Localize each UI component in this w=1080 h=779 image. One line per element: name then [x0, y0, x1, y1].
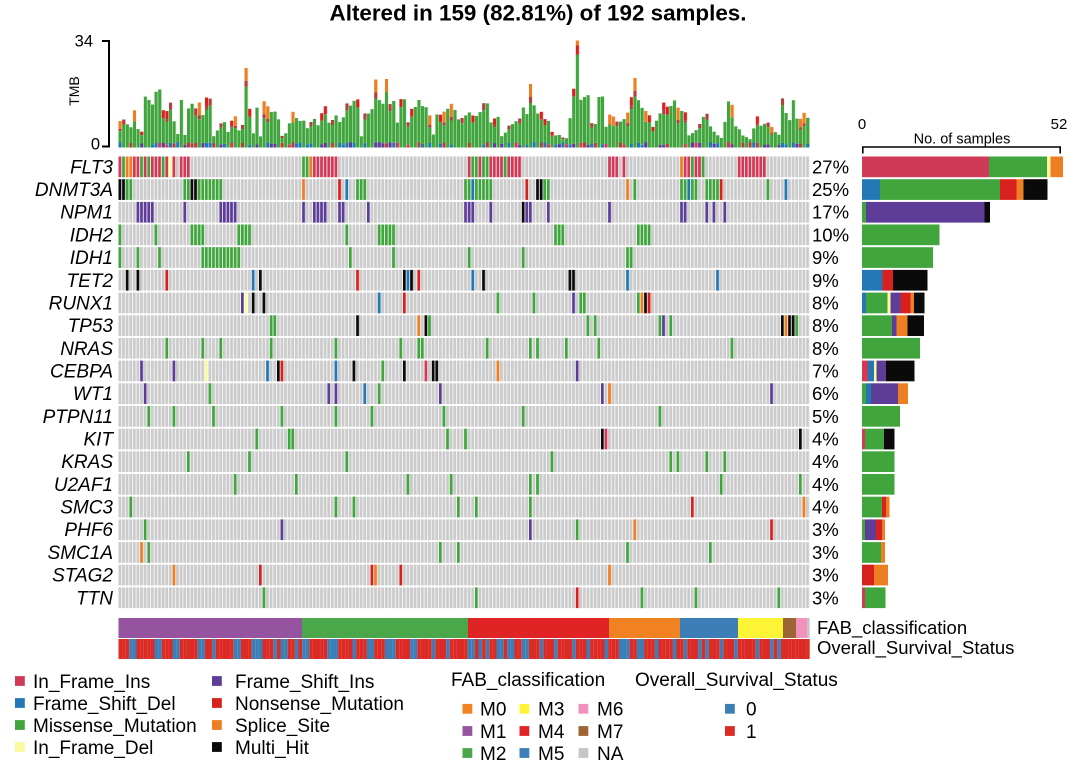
svg-text:Nonsense_Mutation: Nonsense_Mutation	[235, 694, 404, 715]
svg-text:4%: 4%	[812, 497, 839, 518]
svg-text:WT1: WT1	[73, 384, 113, 405]
svg-text:PHF6: PHF6	[64, 520, 113, 541]
svg-text:10%: 10%	[812, 224, 849, 245]
svg-text:IDH2: IDH2	[70, 225, 114, 246]
svg-text:17%: 17%	[812, 202, 849, 223]
svg-text:52: 52	[1051, 116, 1068, 133]
svg-text:IDH1: IDH1	[70, 248, 113, 269]
svg-text:M6: M6	[597, 700, 623, 721]
svg-text:3%: 3%	[812, 519, 839, 540]
svg-text:27%: 27%	[812, 156, 849, 177]
svg-text:Altered in 159 (82.81%) of 192: Altered in 159 (82.81%) of 192 samples.	[330, 1, 747, 26]
svg-text:M4: M4	[538, 722, 565, 743]
svg-text:DNMT3A: DNMT3A	[35, 180, 113, 201]
svg-text:No. of samples: No. of samples	[914, 132, 1011, 148]
svg-text:Multi_Hit: Multi_Hit	[235, 738, 310, 759]
svg-text:0: 0	[746, 700, 757, 721]
svg-text:TET2: TET2	[67, 271, 114, 292]
svg-text:1: 1	[746, 722, 757, 743]
svg-text:M3: M3	[538, 700, 564, 721]
svg-text:In_Frame_Del: In_Frame_Del	[33, 738, 153, 759]
svg-text:NRAS: NRAS	[60, 339, 113, 360]
svg-text:8%: 8%	[812, 315, 839, 336]
svg-text:34: 34	[75, 33, 93, 51]
svg-text:3%: 3%	[812, 565, 839, 586]
svg-text:Frame_Shift_Ins: Frame_Shift_Ins	[235, 672, 374, 693]
svg-text:TTN: TTN	[76, 588, 113, 609]
svg-text:SMC3: SMC3	[60, 498, 113, 519]
svg-text:4%: 4%	[812, 451, 839, 472]
svg-text:5%: 5%	[812, 406, 839, 427]
svg-text:NPM1: NPM1	[60, 203, 113, 224]
svg-text:KIT: KIT	[83, 430, 114, 451]
svg-text:M7: M7	[597, 722, 623, 743]
svg-text:9%: 9%	[812, 270, 839, 291]
svg-text:4%: 4%	[812, 474, 839, 495]
svg-text:M5: M5	[538, 744, 564, 765]
svg-text:0: 0	[858, 116, 866, 133]
svg-text:3%: 3%	[812, 542, 839, 563]
svg-text:FLT3: FLT3	[70, 157, 113, 178]
svg-text:U2AF1: U2AF1	[54, 475, 113, 496]
svg-text:4%: 4%	[812, 429, 839, 450]
svg-text:PTPN11: PTPN11	[43, 407, 113, 428]
svg-text:Frame_Shift_Del: Frame_Shift_Del	[33, 694, 176, 715]
svg-text:In_Frame_Ins: In_Frame_Ins	[33, 672, 150, 693]
svg-text:CEBPA: CEBPA	[50, 362, 113, 383]
svg-text:SMC1A: SMC1A	[48, 543, 113, 564]
svg-text:M2: M2	[480, 744, 506, 765]
svg-text:9%: 9%	[812, 247, 839, 268]
svg-text:Overall_Survival_Status: Overall_Survival_Status	[817, 637, 1014, 659]
svg-text:Missense_Mutation: Missense_Mutation	[33, 716, 197, 737]
svg-text:FAB_classification: FAB_classification	[451, 670, 605, 691]
svg-text:Splice_Site: Splice_Site	[235, 716, 330, 737]
svg-text:FAB_classification: FAB_classification	[817, 617, 967, 639]
svg-text:25%: 25%	[812, 179, 849, 200]
svg-text:M1: M1	[480, 722, 506, 743]
svg-text:KRAS: KRAS	[61, 452, 113, 473]
svg-text:M0: M0	[480, 700, 506, 721]
svg-text:Overall_Survival_Status: Overall_Survival_Status	[635, 670, 838, 691]
svg-text:RUNX1: RUNX1	[49, 293, 113, 314]
svg-text:TP53: TP53	[68, 316, 114, 337]
svg-text:TMB: TMB	[66, 76, 82, 106]
svg-text:8%: 8%	[812, 338, 839, 359]
svg-text:6%: 6%	[812, 383, 839, 404]
svg-text:NA: NA	[597, 744, 624, 765]
svg-text:0: 0	[91, 136, 100, 154]
svg-text:7%: 7%	[812, 361, 839, 382]
svg-text:8%: 8%	[812, 292, 839, 313]
svg-text:3%: 3%	[812, 587, 839, 608]
svg-text:STAG2: STAG2	[52, 566, 113, 587]
